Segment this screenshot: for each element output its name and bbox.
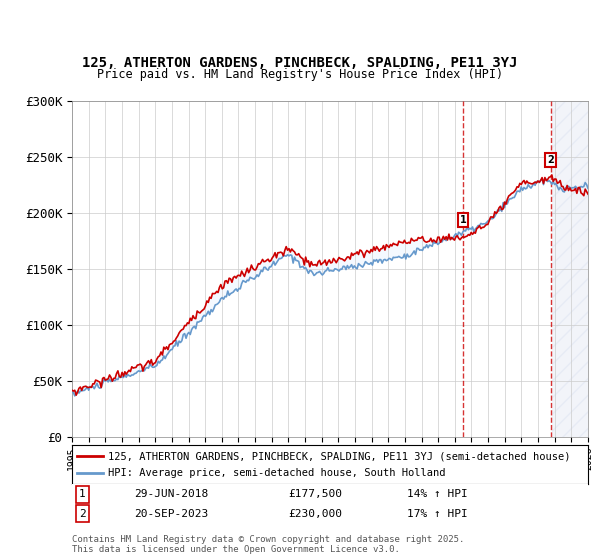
Text: £230,000: £230,000 xyxy=(289,509,343,519)
Text: HPI: Average price, semi-detached house, South Holland: HPI: Average price, semi-detached house,… xyxy=(108,468,446,478)
Text: 2: 2 xyxy=(547,155,554,165)
Text: Price paid vs. HM Land Registry's House Price Index (HPI): Price paid vs. HM Land Registry's House … xyxy=(97,68,503,81)
Text: 125, ATHERTON GARDENS, PINCHBECK, SPALDING, PE11 3YJ (semi-detached house): 125, ATHERTON GARDENS, PINCHBECK, SPALDI… xyxy=(108,451,571,461)
Text: £177,500: £177,500 xyxy=(289,489,343,499)
Text: 125, ATHERTON GARDENS, PINCHBECK, SPALDING, PE11 3YJ: 125, ATHERTON GARDENS, PINCHBECK, SPALDI… xyxy=(82,56,518,70)
Text: 17% ↑ HPI: 17% ↑ HPI xyxy=(407,509,468,519)
Text: 20-SEP-2023: 20-SEP-2023 xyxy=(134,509,208,519)
Text: 29-JUN-2018: 29-JUN-2018 xyxy=(134,489,208,499)
Text: Contains HM Land Registry data © Crown copyright and database right 2025.
This d: Contains HM Land Registry data © Crown c… xyxy=(72,535,464,554)
Text: 2: 2 xyxy=(79,509,86,519)
Text: 1: 1 xyxy=(460,215,467,225)
Text: 1: 1 xyxy=(79,489,86,499)
Text: 14% ↑ HPI: 14% ↑ HPI xyxy=(407,489,468,499)
